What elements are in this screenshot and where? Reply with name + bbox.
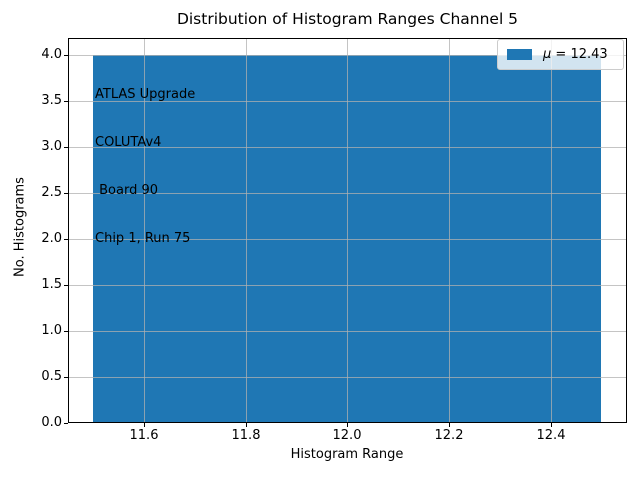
xtick-label: 11.6 (129, 428, 159, 443)
xtick-mark (551, 423, 552, 427)
ytick-label: 3.0 (41, 139, 62, 154)
xtick-label: 12.2 (434, 428, 464, 443)
chart-title: Distribution of Histogram Ranges Channel… (176, 10, 519, 28)
ytick-mark (64, 193, 68, 194)
legend-label: μ = 12.43 (543, 47, 608, 62)
xtick-mark (246, 423, 247, 427)
ytick-mark (64, 55, 68, 56)
xtick-label: 12.0 (332, 428, 362, 443)
ytick-mark (64, 331, 68, 332)
xtick-mark (449, 423, 450, 427)
legend-value: = 12.43 (551, 47, 608, 62)
xtick-label: 12.4 (536, 428, 566, 443)
plot-area (68, 38, 627, 423)
gridline-x-11.8 (246, 38, 247, 423)
ytick-label: 1.0 (41, 323, 62, 338)
ytick-label: 2.5 (41, 185, 62, 200)
x-axis-label: Histogram Range (290, 447, 404, 462)
legend: μ = 12.43 (497, 39, 624, 70)
annotation-line: Board 90 (95, 183, 159, 198)
ytick-mark (64, 377, 68, 378)
annotation-line: ATLAS Upgrade (95, 87, 196, 102)
legend-swatch (507, 49, 532, 60)
ytick-mark (64, 147, 68, 148)
mu-symbol: μ (543, 47, 552, 62)
ytick-mark (64, 239, 68, 240)
ytick-label: 0.0 (41, 415, 62, 430)
gridline-x-12.2 (449, 38, 450, 423)
annotation-block: ATLAS Upgrade COLUTAv4 Board 90 Chip 1, … (95, 55, 195, 263)
annotation-line: COLUTAv4 (95, 135, 162, 150)
y-axis-label: No. Histograms (12, 177, 28, 277)
ytick-label: 1.5 (41, 277, 62, 292)
ytick-mark (64, 423, 68, 424)
xtick-label: 11.8 (231, 428, 261, 443)
annotation-line: Chip 1, Run 75 (95, 231, 191, 246)
ytick-mark (64, 101, 68, 102)
ytick-label: 4.0 (41, 47, 62, 62)
ytick-label: 2.0 (41, 231, 62, 246)
ytick-label: 0.5 (41, 369, 62, 384)
gridline-x-11.6 (144, 38, 145, 423)
xtick-mark (144, 423, 145, 427)
ytick-label: 3.5 (41, 93, 62, 108)
ytick-mark (64, 285, 68, 286)
xtick-mark (347, 423, 348, 427)
gridline-x-12.4 (551, 38, 552, 423)
gridline-x-12.0 (347, 38, 348, 423)
